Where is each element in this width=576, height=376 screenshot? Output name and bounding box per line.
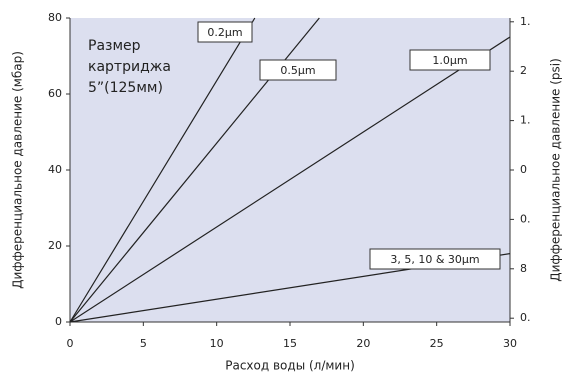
x-tick-label: 15 — [283, 337, 297, 350]
y2-tick-label: 0 — [520, 163, 527, 176]
y-tick-label: 40 — [48, 163, 62, 176]
x-tick-label: 25 — [430, 337, 444, 350]
annotation: 5”(125мм) — [88, 80, 163, 96]
x-tick-label: 10 — [210, 337, 224, 350]
series-label: 1.0µm — [432, 54, 467, 67]
annotation: Размер — [88, 38, 141, 54]
y-tick-label: 20 — [48, 239, 62, 252]
series-label: 3, 5, 10 & 30µm — [390, 253, 479, 266]
y2-tick-label: 2 — [520, 64, 527, 77]
x-axis-label: Расход воды (л/мин) — [225, 359, 355, 373]
series-line — [69, 17, 256, 323]
x-tick-label: 5 — [140, 337, 147, 350]
x-tick-label: 0 — [67, 337, 74, 350]
y-tick-label: 0 — [55, 315, 62, 328]
y2-tick-label: 0. — [520, 212, 531, 225]
series-label-box — [259, 59, 337, 81]
y-tick-label: 60 — [48, 87, 62, 100]
series-label-box — [369, 248, 501, 270]
series-label: 0.5µm — [280, 64, 315, 77]
series-label-box — [197, 21, 253, 43]
x-tick-label: 20 — [356, 337, 370, 350]
y2-tick-label: 0. — [520, 311, 531, 324]
y-tick-label: 80 — [48, 11, 62, 24]
series-label: 0.2µm — [207, 26, 242, 39]
y2-tick-label: 1. — [520, 114, 531, 127]
series-label-box — [409, 49, 491, 71]
series-line — [69, 36, 511, 323]
y-axis-label: Дифференциальное давление (мбар) — [11, 51, 25, 289]
y2-tick-label: 1. — [520, 15, 531, 28]
y2-tick-label: 8 — [520, 262, 527, 275]
annotation: картриджа — [88, 59, 171, 75]
y2-axis-label: Дифференциальное давление (psi) — [549, 58, 563, 282]
x-tick-label: 30 — [503, 337, 517, 350]
